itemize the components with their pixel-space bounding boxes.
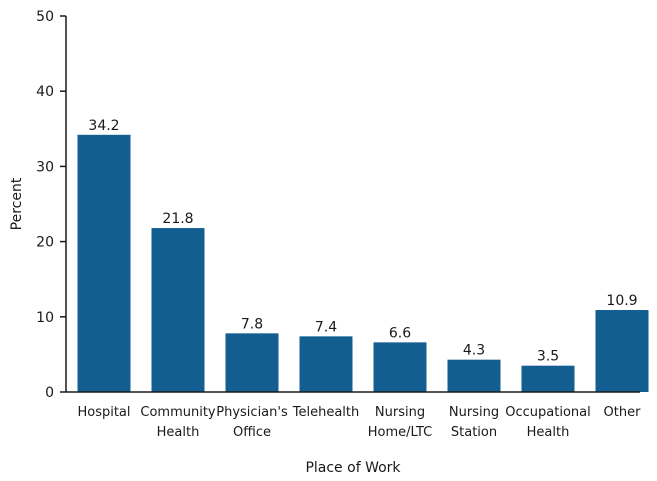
bar: [447, 359, 501, 392]
data-label: 6.6: [389, 325, 411, 341]
x-category-label: Hospital: [77, 405, 130, 420]
data-label: 10.9: [606, 293, 637, 309]
data-label: 34.2: [88, 118, 119, 134]
bar: [151, 228, 205, 392]
x-category-label: Station: [451, 425, 497, 440]
bar: [521, 365, 575, 392]
y-axis-title: Percent: [9, 177, 25, 230]
y-axis-ticks: 0 10 20 30 40 50: [36, 9, 66, 401]
x-category-label: Occupational: [505, 405, 590, 420]
x-category-label: Home/LTC: [368, 425, 432, 440]
y-tick-label: 50: [36, 9, 54, 25]
x-category-label: Nursing: [449, 405, 499, 420]
bar: [225, 333, 279, 392]
bar: [299, 336, 353, 392]
x-category-label: Health: [527, 425, 570, 440]
x-category-label: Telehealth: [292, 405, 360, 420]
data-label: 21.8: [162, 211, 193, 227]
bar: [373, 342, 427, 392]
bar: [77, 134, 131, 393]
x-category-label: Nursing: [375, 405, 425, 420]
x-axis-category-labels: Hospital Community Health Physician's Office…: [77, 405, 641, 440]
bar: [595, 310, 649, 392]
y-tick-label: 30: [36, 159, 54, 175]
data-label: 4.3: [463, 343, 485, 359]
data-labels: 34.2 21.8 7.8 7.4 6.6 4.3 3.5 10.9: [88, 118, 637, 365]
x-category-label: Physician's: [216, 405, 288, 420]
x-category-label: Office: [233, 425, 271, 440]
data-label: 7.8: [241, 316, 263, 332]
bars: [77, 134, 649, 393]
x-category-label: Other: [604, 405, 642, 420]
x-axis-title: Place of Work: [305, 460, 401, 476]
x-category-label: Community: [140, 405, 216, 420]
y-tick-label: 10: [36, 310, 54, 326]
y-tick-label: 0: [45, 385, 54, 401]
x-category-label: Health: [157, 425, 200, 440]
data-label: 7.4: [315, 319, 337, 335]
data-label: 3.5: [537, 349, 559, 365]
y-tick-label: 20: [36, 235, 54, 251]
y-tick-label: 40: [36, 84, 54, 100]
